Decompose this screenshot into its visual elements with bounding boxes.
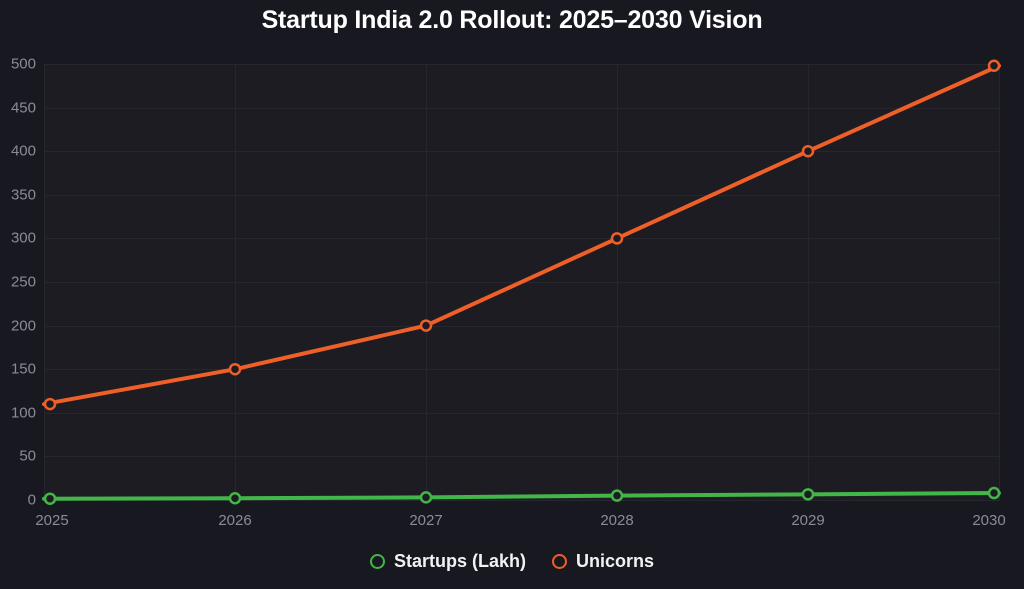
- gridline-horizontal: [44, 282, 1000, 283]
- gridline-horizontal: [44, 500, 1000, 501]
- gridline-horizontal: [44, 456, 1000, 457]
- x-axis-tick-label: 2027: [409, 512, 443, 529]
- gridline-vertical: [44, 64, 45, 500]
- gridline-horizontal: [44, 64, 1000, 65]
- y-axis-tick-label: 400: [10, 142, 36, 160]
- gridline-horizontal: [44, 195, 1000, 196]
- legend-item[interactable]: Startups (Lakh): [369, 551, 526, 571]
- gridline-vertical: [999, 64, 1000, 500]
- chart-legend: Startups (Lakh) Unicorns: [0, 552, 1024, 570]
- legend-item-label: Startups (Lakh): [393, 551, 526, 571]
- x-axis-tick-label: 2028: [600, 512, 634, 529]
- y-axis-tick-label: 50: [19, 447, 36, 465]
- legend-marker-circle-icon: [369, 553, 385, 569]
- x-axis-tick-label: 2026: [218, 512, 252, 529]
- y-axis-tick-label: 0: [27, 491, 36, 509]
- gridline-horizontal: [44, 108, 1000, 109]
- gridline-horizontal: [44, 326, 1000, 327]
- legend-item[interactable]: Unicorns: [552, 552, 654, 570]
- gridline-horizontal: [44, 369, 1000, 370]
- series-line: [42, 491, 1001, 501]
- x-axis-tick-label: 2029: [791, 512, 825, 529]
- chart-title: Startup India 2.0 Rollout: 2025–2030 Vis…: [261, 6, 763, 34]
- y-axis-tick-label: 100: [10, 404, 36, 422]
- gridline-horizontal: [44, 151, 1000, 152]
- legend-marker-circle-icon: [552, 553, 567, 569]
- y-axis-tick-label: 300: [10, 229, 36, 247]
- gridline-vertical: [426, 64, 427, 500]
- y-axis-tick-label: 450: [10, 99, 36, 117]
- y-axis-tick-label: 350: [10, 186, 36, 204]
- y-axis-tick-label: 500: [10, 55, 36, 73]
- gridline-horizontal: [44, 238, 1000, 239]
- data-point-marker: [43, 397, 57, 411]
- gridline-vertical: [808, 64, 809, 500]
- x-axis-tick-label: 2030: [972, 512, 1006, 529]
- plot-area: [42, 59, 1001, 505]
- gridline-horizontal: [44, 413, 1000, 414]
- data-point-marker: [987, 486, 1001, 500]
- y-axis-tick-label: 250: [10, 273, 36, 291]
- gridline-vertical: [235, 64, 236, 500]
- y-axis-tick-label: 200: [10, 317, 36, 335]
- gridline-vertical: [617, 64, 618, 500]
- series-line: [42, 63, 1001, 407]
- x-axis-tick-label: 2025: [35, 512, 69, 529]
- legend-item-label: Unicorns: [576, 551, 655, 571]
- y-axis-tick-label: 150: [10, 360, 36, 378]
